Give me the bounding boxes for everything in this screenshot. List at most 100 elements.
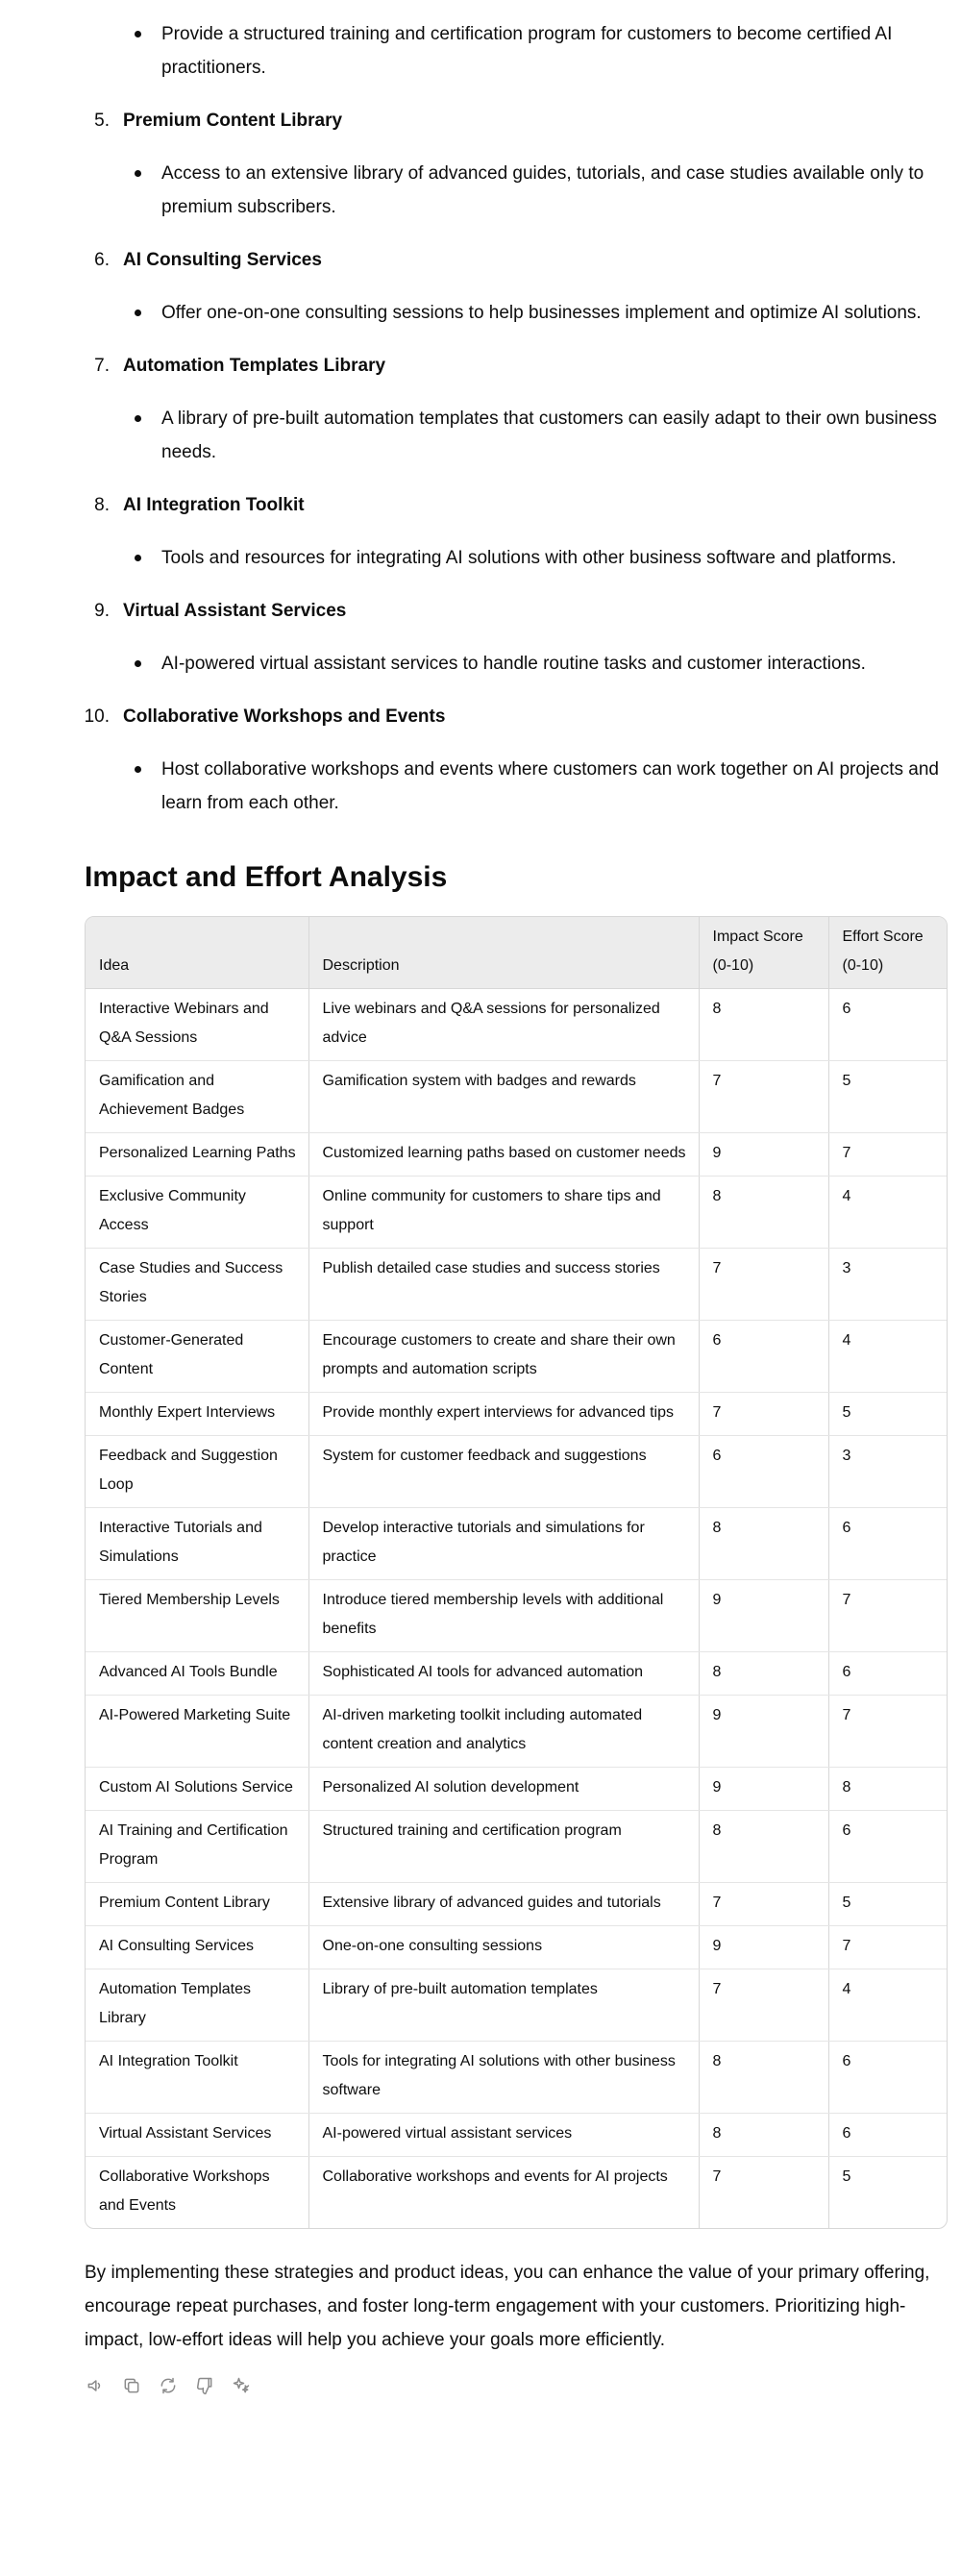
bullet-text: AI-powered virtual assistant services to… [161, 654, 866, 674]
cell-description: Gamification system with badges and rewa… [308, 1060, 699, 1133]
bullet-dot [135, 415, 141, 422]
table-row: AI-Powered Marketing Suite AI-driven mark… [86, 1695, 947, 1768]
cell-effort: 5 [827, 2156, 947, 2228]
idea-number: 10. [84, 706, 110, 727]
cell-description: Personalized AI solution development [308, 1767, 699, 1811]
idea-item: 10. Collaborative Workshops and Events H… [85, 700, 949, 820]
list-item: Access to an extensive library of advanc… [85, 157, 949, 224]
table-row: Automation Templates Library Library of p… [86, 1969, 947, 2042]
idea-title: Premium Content Library [123, 111, 343, 131]
cell-idea: Collaborative Workshops and Events [99, 2168, 270, 2214]
cell-effort: 6 [827, 2041, 947, 2114]
idea-item: 6. AI Consulting Services Offer one-on-o… [85, 243, 949, 349]
cell-description: Extensive library of advanced guides and… [308, 1882, 699, 1926]
cell-idea: AI Integration Toolkit [86, 2041, 308, 2114]
idea-item: 5. Premium Content Library Access to an … [85, 104, 949, 243]
cell-description: Library of pre-built automation template… [308, 1969, 699, 2042]
list-item: AI-powered virtual assistant services to… [85, 647, 949, 681]
cell-impact: 7 [698, 1882, 828, 1926]
bullet-dot [135, 31, 141, 37]
column-header-idea: Idea [86, 917, 308, 989]
cell-idea: Premium Content Library [86, 1882, 308, 1926]
cell-description: One-on-one consulting sessions [308, 1925, 699, 1969]
idea-title: Virtual Assistant Services [123, 601, 347, 621]
cell-description: AI-driven marketing toolkit including au… [308, 1695, 699, 1768]
cell-effort: 4 [827, 1969, 947, 2042]
table-row: Case Studies and Success Stories Publish … [86, 1248, 947, 1321]
message-actions [85, 2375, 949, 2396]
cell-description: Collaborative workshops and events for A… [308, 2156, 699, 2228]
cell-effort: 3 [827, 1248, 947, 1321]
cell-effort: 6 [827, 1810, 947, 1883]
cell-effort: 8 [827, 1767, 947, 1811]
intro-bullet-list: Provide a structured training and certif… [85, 17, 949, 85]
table-row: Interactive Webinars and Q&A Sessions Liv… [86, 988, 947, 1061]
cell-description: Tools for integrating AI solutions with … [308, 2041, 699, 2114]
table-row: Custom AI Solutions Service Personalized … [86, 1767, 947, 1811]
idea-title: AI Integration Toolkit [123, 495, 305, 515]
cell-description: AI-powered virtual assistant services [308, 2113, 699, 2157]
cell-effort: 5 [827, 1882, 947, 1926]
cell-impact: 8 [698, 2113, 828, 2157]
cell-effort: 5 [827, 1392, 947, 1436]
cell-effort: 7 [827, 1132, 947, 1177]
table-body: Interactive Webinars and Q&A Sessions Liv… [86, 988, 947, 2228]
cell-idea: Custom AI Solutions Service [86, 1767, 308, 1811]
read-aloud-icon[interactable] [85, 2375, 106, 2396]
thumbs-down-icon[interactable] [194, 2375, 215, 2396]
cell-idea: Interactive Tutorials and Simulations [86, 1507, 308, 1580]
idea-number: 8. [94, 495, 110, 515]
list-item: Tools and resources for integrating AI s… [85, 541, 949, 575]
cell-description: Publish detailed case studies and succes… [308, 1248, 699, 1321]
idea-item: 8. AI Integration Toolkit Tools and reso… [85, 488, 949, 594]
idea-title: Automation Templates Library [123, 356, 386, 376]
cell-idea: Virtual Assistant Services [86, 2113, 308, 2157]
list-item: Offer one-on-one consulting sessions to … [85, 296, 949, 330]
cell-effort: 4 [827, 1320, 947, 1393]
idea-title: AI Consulting Services [123, 250, 322, 270]
table-row: AI Consulting Services One-on-one consult… [86, 1925, 947, 1969]
table-row: AI Training and Certification Program Str… [86, 1810, 947, 1883]
cell-impact: 7 [698, 2156, 828, 2228]
cell-effort: 7 [827, 1579, 947, 1652]
idea-number: 5. [94, 111, 110, 131]
cell-description: Online community for customers to share … [308, 1176, 699, 1249]
bullet-text: Tools and resources for integrating AI s… [161, 548, 897, 568]
cell-description: Structured training and certification pr… [308, 1810, 699, 1883]
regenerate-icon[interactable] [158, 2375, 179, 2396]
cell-idea: Customer-Generated Content [86, 1320, 308, 1393]
cell-effort: 4 [827, 1176, 947, 1249]
cell-impact: 8 [698, 988, 828, 1061]
cell-impact: 8 [698, 1507, 828, 1580]
table-row: Virtual Assistant Services AI-powered vir… [86, 2113, 947, 2157]
table-row: Feedback and Suggestion Loop System for c… [86, 1435, 947, 1508]
cell-impact: 7 [698, 1248, 828, 1321]
cell-description: System for customer feedback and suggest… [308, 1435, 699, 1508]
bullet-text: A library of pre-built automation templa… [161, 409, 937, 462]
cell-idea: Personalized Learning Paths [86, 1132, 308, 1177]
idea-item: 7. Automation Templates Library A librar… [85, 349, 949, 488]
cell-impact: 9 [698, 1695, 828, 1768]
cell-impact: 6 [698, 1320, 828, 1393]
cell-impact: 9 [698, 1579, 828, 1652]
cell-effort: 6 [827, 1651, 947, 1696]
table-row: Premium Content Library Extensive library… [86, 1882, 947, 1926]
column-header-effort: Effort Score (0-10) [827, 917, 947, 989]
cell-description: Live webinars and Q&A sessions for perso… [308, 988, 699, 1061]
model-sparkle-icon[interactable] [231, 2375, 252, 2396]
copy-icon[interactable] [121, 2375, 142, 2396]
bullet-text: Provide a structured training and certif… [161, 24, 893, 78]
cell-impact: 7 [698, 1392, 828, 1436]
cell-idea: Exclusive Community Access [86, 1176, 308, 1249]
cell-idea: Monthly Expert Interviews [86, 1392, 308, 1436]
cell-description: Encourage customers to create and share … [308, 1320, 699, 1393]
cell-impact: 8 [698, 2041, 828, 2114]
cell-description: Sophisticated AI tools for advanced auto… [308, 1651, 699, 1696]
table-row: Tiered Membership Levels Introduce tiered… [86, 1579, 947, 1652]
bullet-dot [135, 170, 141, 177]
bullet-text: Host collaborative workshops and events … [161, 759, 939, 813]
cell-impact: 7 [698, 1060, 828, 1133]
table-row: Exclusive Community Access Online communi… [86, 1176, 947, 1249]
idea-title: Collaborative Workshops and Events [123, 706, 446, 727]
bullet-dot [135, 310, 141, 316]
